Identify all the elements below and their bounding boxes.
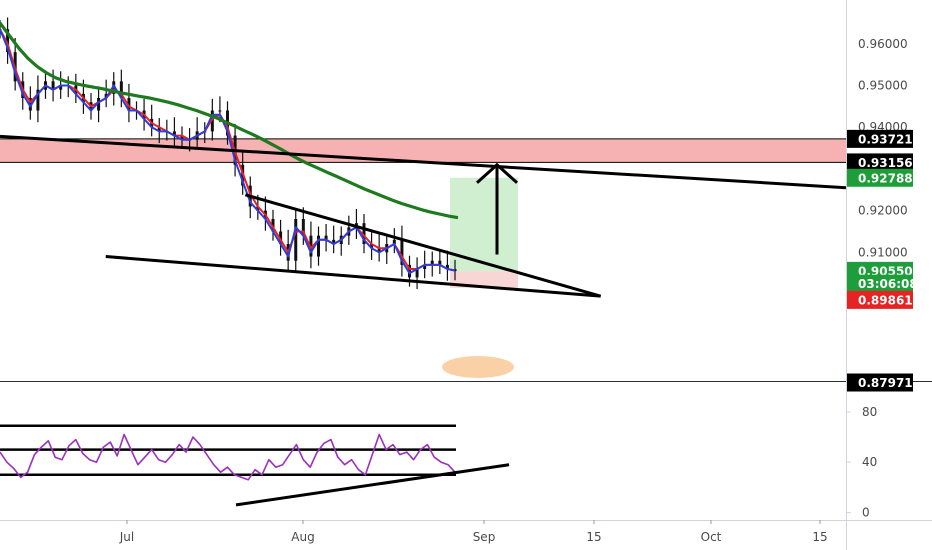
watermark-shape: [442, 356, 514, 378]
triangle-lower-line: [105, 255, 601, 298]
rsi-tick-label: 80: [862, 405, 877, 419]
candle-body: [36, 89, 40, 111]
candle-body: [362, 223, 366, 245]
long-descending-line: [0, 134, 847, 190]
ma-slow-line: [0, 21, 459, 220]
time-tick-label: 15: [586, 530, 601, 544]
candle-body: [271, 218, 275, 232]
time-tick-label: Sep: [473, 530, 496, 544]
candle-body: [210, 110, 214, 132]
watermark-logo: [442, 356, 514, 378]
price-tag: [847, 290, 913, 309]
candle-body: [59, 85, 63, 90]
time-tick-label: 15: [812, 530, 827, 544]
price-tag: [847, 129, 913, 148]
price-tag-label: 0.89861: [858, 293, 913, 307]
candle-body: [317, 235, 320, 257]
time-tick-label: Aug: [291, 530, 314, 544]
candle-body: [279, 231, 283, 245]
candle-body: [370, 244, 374, 249]
candle-body: [28, 98, 32, 111]
candle-body: [423, 264, 427, 270]
price-tag: [847, 168, 913, 187]
candle-body: [104, 93, 108, 99]
candle-body: [400, 239, 404, 265]
candle-body: [6, 29, 10, 53]
candle-body: [51, 81, 55, 90]
ma-fast-line: [0, 28, 456, 272]
price-tag: [847, 153, 913, 172]
candle-body: [392, 239, 396, 245]
candle-body: [218, 110, 222, 112]
triangle-upper-line: [244, 193, 602, 298]
resistance-zone: [0, 138, 846, 163]
price-tick-label: 0.91000: [858, 245, 908, 259]
candle-body: [415, 269, 419, 278]
candle-body: [97, 98, 101, 111]
candle-body: [127, 98, 131, 111]
candle-body: [157, 127, 161, 132]
candle-body: [377, 248, 381, 253]
candle-body: [294, 218, 298, 261]
candle-body: [324, 235, 328, 240]
price-tag-label: 0.87971: [858, 376, 913, 390]
candle-body: [445, 264, 449, 270]
price-tick-label: 0.95000: [858, 79, 908, 93]
price-tag-label: 03:06:08: [858, 277, 918, 291]
price-tick-label: 0.96000: [858, 37, 908, 51]
price-tag-label: 0.93156: [858, 156, 913, 170]
rsi-line: [0, 433, 456, 481]
candle-body: [172, 131, 176, 136]
time-tick-label: Jul: [119, 530, 134, 544]
time-tick-label: Oct: [701, 530, 722, 544]
rsi-tick-label: 40: [862, 455, 877, 469]
price-tag: [847, 373, 913, 392]
price-tag: [847, 274, 913, 293]
candle-body: [112, 81, 116, 94]
target-arrow-head: [475, 162, 519, 184]
candle-body: [430, 260, 434, 265]
candle-body: [408, 264, 411, 278]
candle-body: [256, 206, 260, 211]
candle-body: [301, 218, 305, 236]
candle-body: [180, 135, 184, 140]
price-tick-label: 0.92000: [858, 204, 908, 218]
candle-body: [438, 260, 442, 265]
ma-fast-line: [0, 28, 456, 275]
rsi-tick-label: 0: [862, 505, 870, 519]
rsi-trendline: [235, 463, 510, 507]
candle-body: [332, 239, 336, 245]
price-tag-label: 0.93721: [858, 132, 913, 146]
stop-zone: [450, 271, 518, 288]
candle-body: [119, 81, 123, 99]
price-tag-label: 0.92788: [858, 171, 913, 185]
